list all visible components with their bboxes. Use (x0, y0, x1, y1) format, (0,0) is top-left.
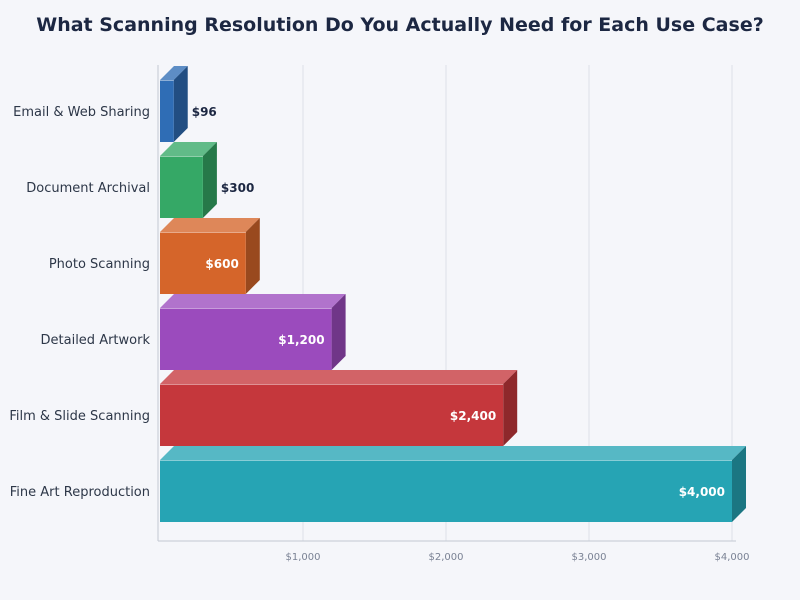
value-label: $1,200 (278, 333, 324, 347)
value-label: $4,000 (679, 485, 725, 499)
bar-top (160, 370, 518, 384)
category-label: Email & Web Sharing (13, 105, 150, 120)
category-label: Detailed Artwork (41, 333, 151, 348)
x-tick-label: $2,000 (429, 552, 464, 563)
bar-side (173, 66, 188, 142)
value-label: $300 (221, 181, 254, 195)
bar-side (245, 218, 260, 294)
value-label: $96 (192, 105, 217, 119)
value-label: $600 (205, 257, 238, 271)
bar (160, 460, 732, 522)
category-label: Document Archival (26, 181, 150, 196)
bar-top (160, 142, 217, 156)
bar-top (160, 218, 260, 232)
chart-title: What Scanning Resolution Do You Actually… (36, 14, 764, 36)
x-tick-label: $1,000 (286, 552, 321, 563)
bar (160, 232, 246, 294)
bar-side (202, 142, 217, 218)
bar (160, 156, 203, 218)
bar (160, 384, 504, 446)
bar-top (160, 294, 346, 308)
bar-side (732, 446, 746, 522)
category-label: Film & Slide Scanning (9, 409, 150, 424)
x-tick-label: $4,000 (715, 552, 750, 563)
bar-top (160, 446, 746, 460)
category-label: Photo Scanning (49, 257, 150, 272)
bar-side (331, 294, 346, 370)
bar-side (503, 370, 518, 446)
category-label: Fine Art Reproduction (10, 485, 150, 500)
value-label: $2,400 (450, 409, 496, 423)
bar-top (160, 66, 188, 80)
bar (160, 80, 174, 142)
bar (160, 308, 332, 370)
x-tick-label: $3,000 (572, 552, 607, 563)
